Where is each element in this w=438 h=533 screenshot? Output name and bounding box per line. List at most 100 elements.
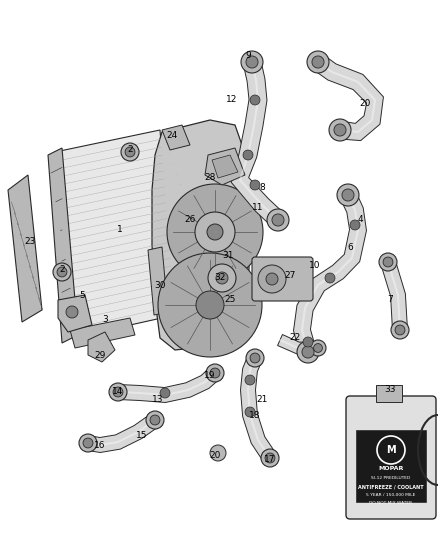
Circle shape	[158, 253, 262, 357]
Text: 32: 32	[214, 273, 226, 282]
Text: 19: 19	[204, 370, 216, 379]
Circle shape	[196, 291, 224, 319]
Polygon shape	[162, 125, 190, 150]
Circle shape	[246, 349, 264, 367]
Text: 14: 14	[112, 387, 124, 397]
Circle shape	[350, 220, 360, 230]
Circle shape	[302, 346, 314, 358]
Text: SI-12 PREDILUTED: SI-12 PREDILUTED	[371, 476, 411, 480]
Circle shape	[57, 267, 67, 277]
Text: 10: 10	[309, 261, 321, 270]
Circle shape	[265, 453, 275, 463]
Polygon shape	[293, 191, 367, 354]
FancyBboxPatch shape	[252, 257, 313, 301]
Polygon shape	[278, 335, 318, 354]
Circle shape	[377, 436, 405, 464]
Text: MOPAR: MOPAR	[378, 465, 404, 471]
Circle shape	[379, 253, 397, 271]
Circle shape	[206, 364, 224, 382]
Text: M: M	[386, 445, 396, 455]
Circle shape	[245, 375, 255, 385]
Polygon shape	[87, 414, 159, 453]
Polygon shape	[313, 55, 383, 141]
Text: 2: 2	[127, 146, 133, 155]
Text: 7: 7	[387, 295, 393, 304]
Circle shape	[334, 124, 346, 136]
Circle shape	[150, 415, 160, 425]
Text: 28: 28	[204, 174, 215, 182]
Polygon shape	[70, 318, 135, 348]
Circle shape	[297, 341, 319, 363]
Circle shape	[329, 119, 351, 141]
Text: ANTIFREEZE / COOLANT: ANTIFREEZE / COOLANT	[358, 484, 424, 489]
Text: 21: 21	[256, 395, 268, 405]
Circle shape	[66, 306, 78, 318]
Circle shape	[216, 272, 228, 284]
Text: 9: 9	[245, 51, 251, 60]
Text: 5 YEAR / 150,000 MILE: 5 YEAR / 150,000 MILE	[366, 493, 416, 497]
Polygon shape	[55, 130, 175, 338]
Polygon shape	[118, 367, 220, 402]
Circle shape	[203, 220, 227, 244]
Circle shape	[250, 353, 260, 363]
Text: 13: 13	[152, 395, 164, 405]
Text: 15: 15	[136, 431, 148, 440]
Circle shape	[383, 257, 393, 267]
Text: 5: 5	[79, 290, 85, 300]
Circle shape	[246, 56, 258, 68]
Text: 20: 20	[209, 450, 221, 459]
Circle shape	[342, 189, 354, 201]
Circle shape	[245, 407, 255, 417]
Polygon shape	[381, 260, 407, 330]
Polygon shape	[58, 295, 92, 332]
Polygon shape	[148, 247, 168, 315]
Text: 4: 4	[357, 215, 363, 224]
Circle shape	[241, 51, 263, 73]
Text: 18: 18	[249, 410, 261, 419]
Circle shape	[337, 184, 359, 206]
Circle shape	[303, 337, 313, 347]
Text: 20: 20	[359, 99, 371, 108]
Circle shape	[210, 445, 226, 461]
Circle shape	[113, 387, 123, 397]
Circle shape	[307, 51, 329, 73]
Circle shape	[250, 95, 260, 105]
Text: 2: 2	[59, 265, 65, 274]
Circle shape	[146, 411, 164, 429]
Text: 12: 12	[226, 95, 238, 104]
Text: 16: 16	[94, 440, 106, 449]
Circle shape	[160, 388, 170, 398]
Circle shape	[314, 344, 322, 352]
Text: 6: 6	[347, 244, 353, 253]
Circle shape	[312, 56, 324, 68]
Polygon shape	[88, 332, 115, 362]
Text: 30: 30	[154, 280, 166, 289]
Polygon shape	[205, 148, 245, 185]
Circle shape	[210, 368, 220, 378]
Text: 26: 26	[184, 215, 196, 224]
Polygon shape	[376, 385, 402, 402]
Polygon shape	[231, 60, 284, 227]
Text: 22: 22	[290, 334, 300, 343]
Circle shape	[243, 150, 253, 160]
Circle shape	[325, 273, 335, 283]
Text: 23: 23	[25, 238, 35, 246]
Text: 11: 11	[252, 204, 264, 213]
Text: 33: 33	[384, 385, 396, 394]
Circle shape	[109, 383, 127, 401]
Text: 17: 17	[264, 456, 276, 464]
Circle shape	[266, 273, 278, 285]
Polygon shape	[152, 120, 250, 350]
Circle shape	[391, 321, 409, 339]
Circle shape	[207, 224, 223, 240]
Text: 3: 3	[102, 316, 108, 325]
Circle shape	[267, 209, 289, 231]
Text: 8: 8	[259, 183, 265, 192]
Circle shape	[125, 147, 135, 157]
Circle shape	[272, 214, 284, 226]
Polygon shape	[48, 148, 78, 343]
Circle shape	[261, 449, 279, 467]
Text: 25: 25	[224, 295, 236, 304]
Circle shape	[167, 184, 263, 280]
Circle shape	[310, 340, 326, 356]
